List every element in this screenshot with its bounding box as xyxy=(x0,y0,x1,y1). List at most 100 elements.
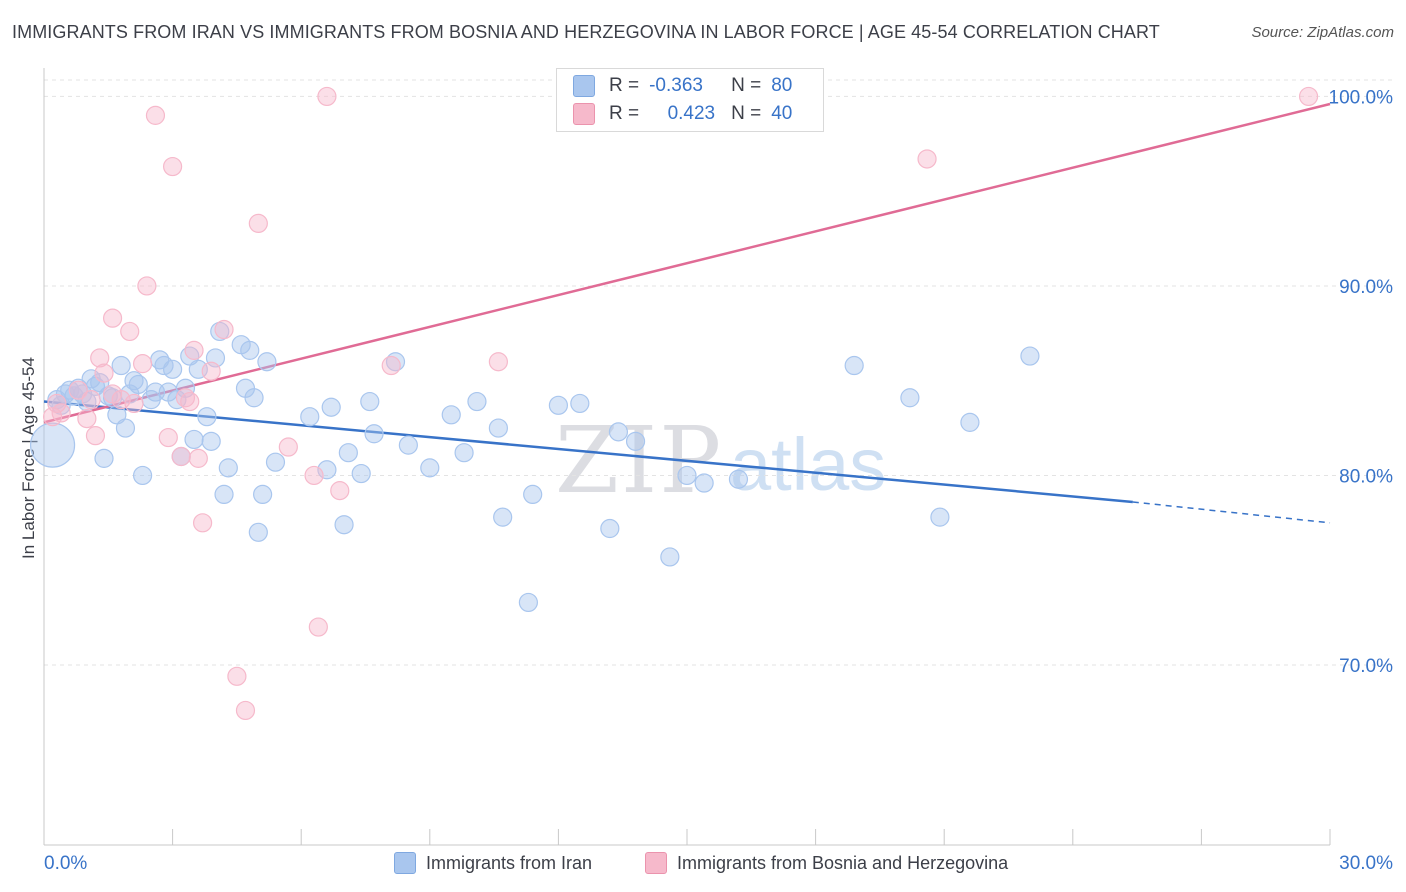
bosnia-point xyxy=(77,408,97,429)
iran-point xyxy=(128,374,148,395)
bosnia-point xyxy=(381,355,401,376)
legend-item-bosnia[interactable]: Immigrants from Bosnia and Herzegovina xyxy=(645,852,1008,874)
iran-point xyxy=(523,484,543,505)
iran-point xyxy=(960,412,980,432)
trend-lines xyxy=(43,102,1331,524)
iran-point xyxy=(660,547,680,567)
n-label: N = xyxy=(731,103,762,124)
iran-point xyxy=(244,388,264,408)
iran-point xyxy=(364,424,384,444)
iran-point xyxy=(900,388,920,408)
legend-swatch-bosnia xyxy=(645,852,667,874)
iran-point xyxy=(132,465,153,486)
iran-point xyxy=(257,352,277,372)
y-tick-label: 70.0% xyxy=(1339,656,1393,677)
bosnia-point xyxy=(47,393,67,414)
iran-point xyxy=(321,397,341,417)
bosnia-point xyxy=(330,481,350,501)
iran-point xyxy=(351,463,371,484)
legend-label-iran: Immigrants from Iran xyxy=(426,852,593,873)
bosnia-point xyxy=(51,403,71,423)
iran-point xyxy=(265,452,286,472)
bosnia-point xyxy=(308,617,328,637)
iran-point xyxy=(115,418,136,438)
iran-point xyxy=(360,391,380,412)
iran-point xyxy=(184,429,204,450)
bosnia-point xyxy=(81,390,101,410)
iran-point xyxy=(1020,346,1040,366)
y-tick-label: 90.0% xyxy=(1339,277,1393,298)
bosnia-point xyxy=(304,465,324,486)
iran-point xyxy=(29,422,76,468)
iran-point xyxy=(253,484,273,505)
bosnia-point xyxy=(90,348,110,368)
iran-point xyxy=(111,355,131,376)
iran-point xyxy=(441,405,461,425)
legend-item-iran[interactable]: Immigrants from Iran xyxy=(394,852,592,874)
bosnia-point xyxy=(193,513,213,533)
r-value: 0.423 xyxy=(667,103,716,124)
bosnia-point xyxy=(163,156,183,177)
iran-point xyxy=(420,458,440,478)
iran-point xyxy=(608,422,629,442)
bosnia-point xyxy=(145,105,166,125)
iran-point xyxy=(248,522,268,542)
iran-point xyxy=(677,465,697,486)
bosnia-point xyxy=(188,448,208,468)
x-tick-label: 30.0% xyxy=(1339,853,1393,874)
bosnia-point xyxy=(917,149,937,169)
iran-point xyxy=(548,395,569,415)
iran-point xyxy=(338,443,358,463)
bosnia-point xyxy=(488,352,508,372)
tick-labels: 70.0% 80.0% 90.0% 100.0% 0.0% 30.0% xyxy=(44,87,1393,874)
bosnia-point xyxy=(184,340,204,360)
n-label: N = xyxy=(731,75,762,96)
iran-point xyxy=(214,484,234,505)
data-points xyxy=(29,86,1319,721)
bosnia-point xyxy=(201,361,221,381)
iran-point xyxy=(728,469,749,489)
iran-point xyxy=(600,518,620,539)
stats-swatch-bosnia xyxy=(573,103,595,125)
bosnia-point xyxy=(317,86,337,107)
bosnia-point xyxy=(85,426,106,446)
series-legend: Immigrants from Iran Immigrants from Bos… xyxy=(0,850,1406,880)
stats-legend: R = -0.363 N = 80 R = 0.423 N = 40 xyxy=(556,68,824,132)
chart-title: IMMIGRANTS FROM IRAN VS IMMIGRANTS FROM … xyxy=(12,22,1160,42)
x-tick-label: 0.0% xyxy=(44,853,87,874)
iran-point xyxy=(201,431,221,451)
source-label: Source: ZipAtlas.com xyxy=(1251,24,1394,41)
n-value: 40 xyxy=(771,103,793,124)
iran-point xyxy=(844,355,864,376)
bosnia-point xyxy=(94,363,114,383)
iran-point xyxy=(197,407,217,427)
y-tick-label: 100.0% xyxy=(1329,87,1394,108)
bosnia-point xyxy=(180,391,200,412)
stats-row-iran: R = -0.363 N = 80 xyxy=(573,73,792,99)
watermark-atlas: atlas xyxy=(730,423,886,506)
bosnia-point xyxy=(248,213,268,233)
axes xyxy=(43,68,1331,846)
iran-trend-line xyxy=(43,400,1133,504)
iran-point xyxy=(694,473,714,493)
iran-point xyxy=(454,443,474,463)
bosnia-point xyxy=(171,446,191,467)
iran-point xyxy=(300,407,320,427)
zipatlas-watermark: ZIP atlas xyxy=(555,407,886,514)
bosnia-point xyxy=(278,437,298,457)
iran-point xyxy=(488,418,508,438)
iran-point xyxy=(240,340,260,360)
bosnia-point xyxy=(102,384,123,404)
bosnia-point xyxy=(227,666,247,686)
iran-point xyxy=(625,431,646,451)
r-label: R = xyxy=(609,103,640,124)
stats-row-bosnia: R = 0.423 N = 40 xyxy=(573,101,792,127)
legend-swatch-iran xyxy=(394,852,416,874)
iran-point xyxy=(398,435,418,455)
iran-point xyxy=(94,448,114,468)
iran-point xyxy=(467,391,487,412)
bosnia-point xyxy=(158,427,178,448)
iran-point xyxy=(930,507,950,527)
iran-trend-extension xyxy=(1132,501,1331,524)
bosnia-point xyxy=(1298,86,1319,107)
